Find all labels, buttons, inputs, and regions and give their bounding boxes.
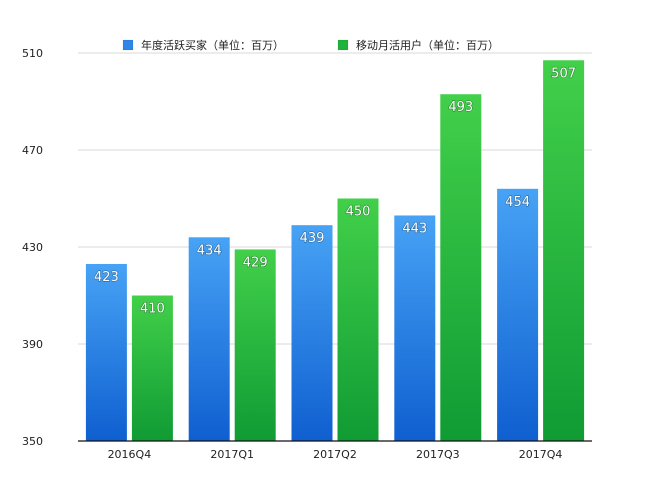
y-tick-label: 510: [22, 47, 43, 60]
data-label: 443: [402, 221, 427, 236]
legend: 年度活跃买家（单位：百万） 移动月活用户（单位：百万）: [122, 38, 499, 52]
x-tick-label: 2017Q3: [416, 448, 460, 461]
bar-active-buyers: [394, 215, 436, 441]
bar-mobile-mau: [337, 198, 379, 441]
data-label: 439: [300, 231, 325, 246]
y-tick-label: 470: [22, 144, 43, 157]
bar-mobile-mau: [543, 60, 585, 442]
legend-swatch: [122, 39, 134, 51]
x-tick-label: 2017Q1: [210, 448, 254, 461]
data-label: 450: [346, 205, 371, 220]
legend-label: 移动月活用户（单位：百万）: [356, 38, 499, 52]
data-label: 429: [243, 255, 268, 270]
data-label: 493: [448, 100, 473, 115]
bar-active-buyers: [85, 263, 127, 441]
bar-active-buyers: [497, 188, 539, 441]
data-label: 410: [140, 302, 165, 317]
x-tick-label: 2017Q2: [313, 448, 357, 461]
data-label: 434: [197, 243, 222, 258]
y-tick-label: 350: [22, 435, 43, 448]
x-tick-label: 2016Q4: [108, 448, 152, 461]
bar-active-buyers: [291, 225, 333, 441]
legend-swatch: [337, 39, 349, 51]
y-tick-label: 430: [22, 241, 43, 254]
bar-active-buyers: [188, 237, 230, 441]
data-label: 507: [551, 66, 576, 81]
bar-mobile-mau: [131, 295, 173, 441]
data-label: 423: [94, 270, 119, 285]
y-tick-label: 390: [22, 338, 43, 351]
bars: 423 410 434 429 439 450 443 493 454 507: [85, 60, 585, 442]
axes: 350 390 430 470 510 2016Q4 2017Q1 2017Q2 2017Q3 2…: [22, 47, 592, 461]
data-label: 454: [505, 195, 530, 210]
x-tick-label: 2017Q4: [519, 448, 563, 461]
bar-mobile-mau: [440, 94, 482, 441]
legend-label: 年度活跃买家（单位：百万）: [141, 38, 284, 52]
bar-mobile-mau: [234, 249, 276, 441]
